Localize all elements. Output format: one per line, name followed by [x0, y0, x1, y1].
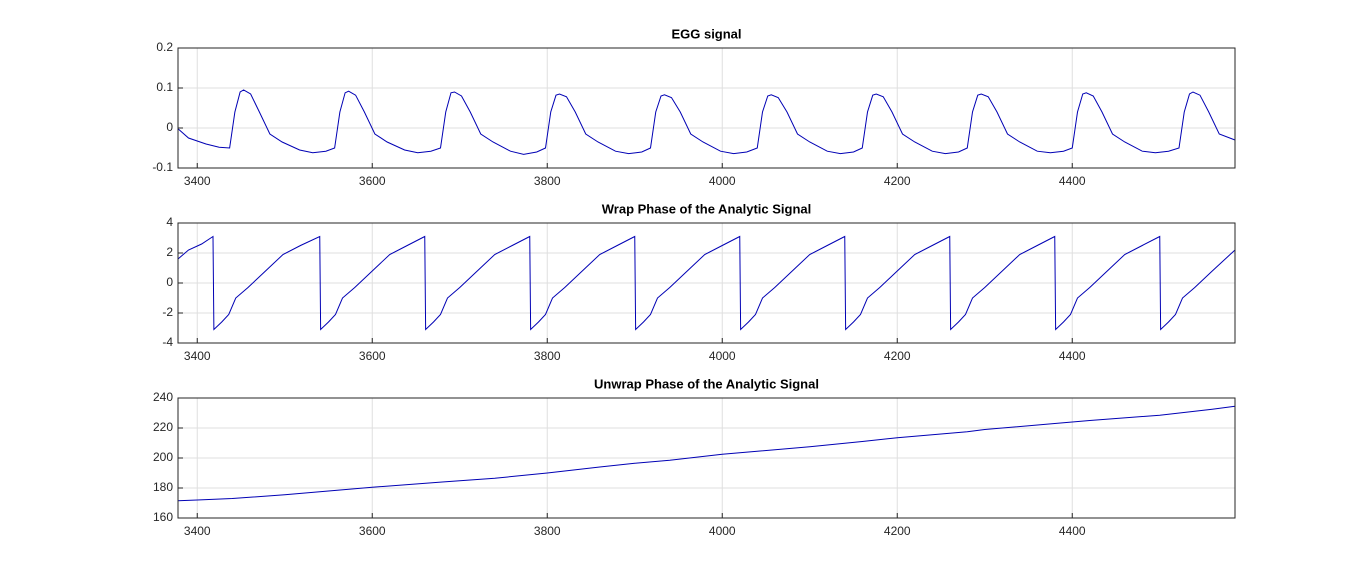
y-tick-label: 220: [153, 420, 173, 434]
y-tick-label: 180: [153, 480, 173, 494]
signal-line: [177, 89, 1236, 155]
signal-line: [177, 235, 1236, 331]
x-tick-label: 4200: [884, 349, 911, 363]
x-tick-label: 4400: [1059, 524, 1086, 538]
x-tick-label: 3600: [359, 524, 386, 538]
x-tick-label: 3800: [534, 524, 561, 538]
chart-title: Wrap Phase of the Analytic Signal: [602, 201, 812, 216]
x-tick-label: 4000: [709, 174, 736, 188]
y-tick-label: 2: [166, 245, 173, 259]
y-tick-label: 0.1: [156, 80, 173, 94]
x-tick-label: 4400: [1059, 349, 1086, 363]
plot-area: [178, 48, 1235, 168]
y-tick-label: 0.2: [156, 40, 173, 54]
y-tick-label: 0: [166, 275, 173, 289]
axes-box: [177, 222, 1236, 344]
y-tick-label: -4: [162, 335, 173, 349]
x-tick-label: 4000: [709, 349, 736, 363]
x-tick-label: 3800: [534, 349, 561, 363]
x-tick-label: 4000: [709, 524, 736, 538]
y-tick-label: 160: [153, 510, 173, 524]
y-tick-label: 240: [153, 390, 173, 404]
x-tick-label: 4200: [884, 174, 911, 188]
x-tick-label: 3600: [359, 349, 386, 363]
x-tick-label: 3400: [184, 524, 211, 538]
x-tick-label: 3800: [534, 174, 561, 188]
y-tick-label: 0: [166, 120, 173, 134]
chart-title: Unwrap Phase of the Analytic Signal: [594, 376, 819, 391]
y-tick-label: -0.1: [152, 160, 173, 174]
axes-box: [177, 47, 1236, 169]
y-tick-label: 200: [153, 450, 173, 464]
x-tick-label: 3400: [184, 174, 211, 188]
y-tick-label: -2: [162, 305, 173, 319]
x-tick-label: 3600: [359, 174, 386, 188]
axes-box: [177, 397, 1236, 519]
x-tick-label: 4200: [884, 524, 911, 538]
chart-title: EGG signal: [671, 26, 741, 41]
x-tick-label: 3400: [184, 349, 211, 363]
signal-line: [177, 405, 1236, 502]
x-tick-label: 4400: [1059, 174, 1086, 188]
y-tick-label: 4: [166, 215, 173, 229]
